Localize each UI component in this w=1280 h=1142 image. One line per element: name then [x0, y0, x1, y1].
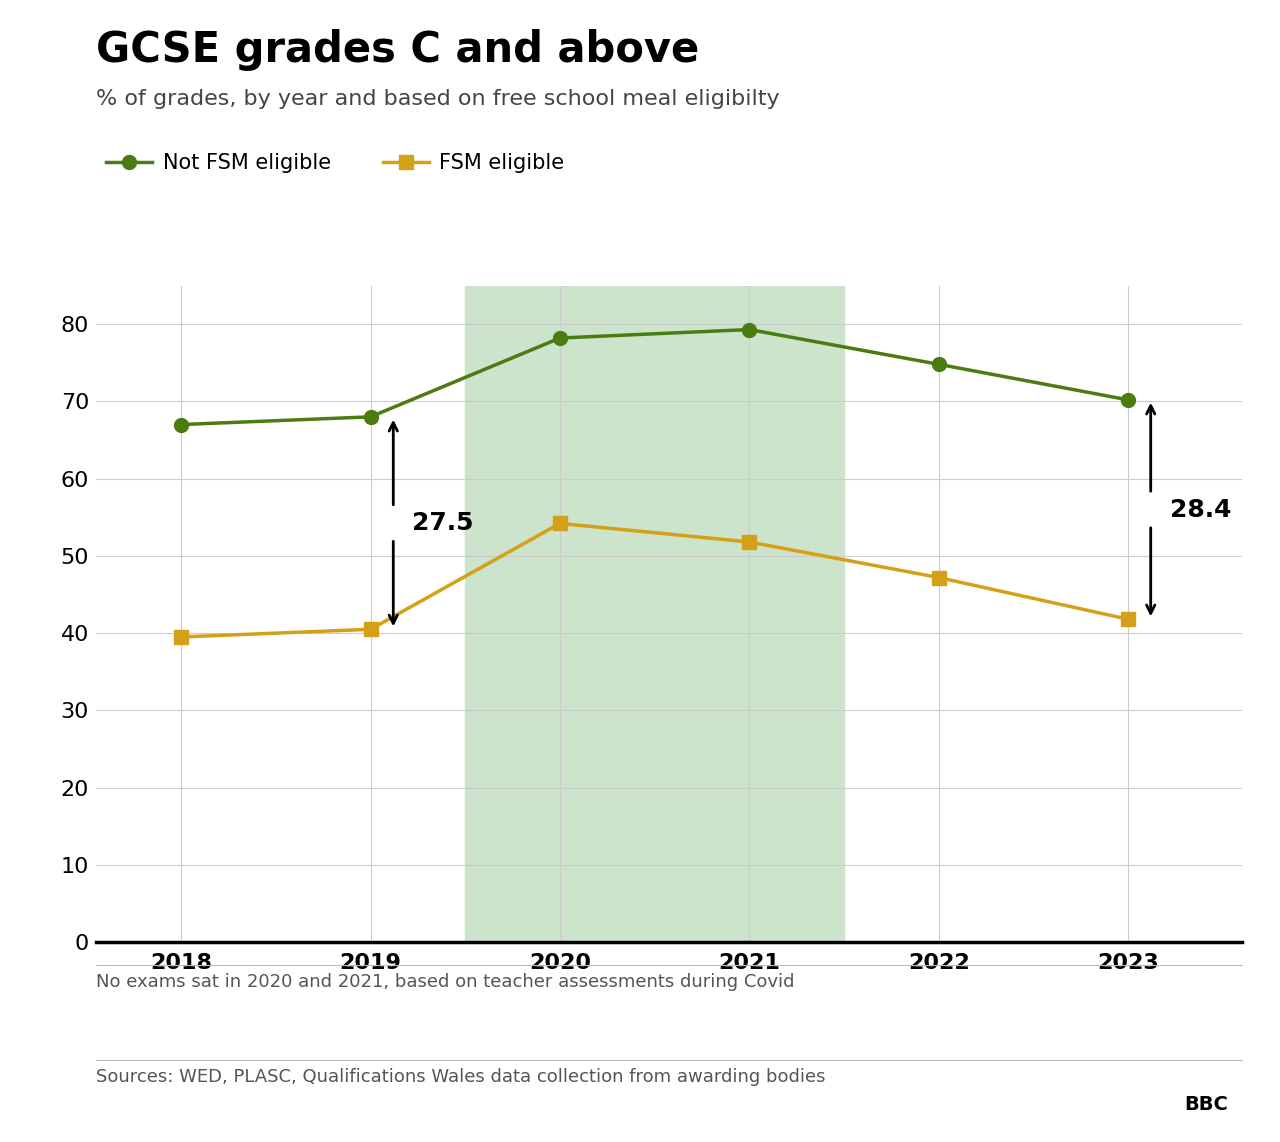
FSM eligible	[931, 571, 946, 585]
Not FSM eligible	[364, 410, 379, 424]
Not FSM eligible	[1120, 393, 1135, 407]
FSM eligible	[741, 536, 756, 549]
Text: No exams sat in 2020 and 2021, based on teacher assessments during Covid: No exams sat in 2020 and 2021, based on …	[96, 973, 795, 991]
FSM eligible	[364, 622, 379, 636]
Text: GCSE grades C and above: GCSE grades C and above	[96, 29, 699, 71]
Not FSM eligible	[174, 418, 189, 432]
FSM eligible	[552, 516, 567, 530]
Text: 28.4: 28.4	[1170, 498, 1231, 522]
Line: FSM eligible: FSM eligible	[174, 516, 1135, 644]
Text: % of grades, by year and based on free school meal eligibilty: % of grades, by year and based on free s…	[96, 89, 780, 110]
Bar	[465, 286, 844, 942]
Text: Sources: WED, PLASC, Qualifications Wales data collection from awarding bodies: Sources: WED, PLASC, Qualifications Wale…	[96, 1068, 826, 1086]
Not FSM eligible	[552, 331, 567, 345]
Text: 27.5: 27.5	[412, 512, 474, 536]
Legend: Not FSM eligible, FSM eligible: Not FSM eligible, FSM eligible	[106, 153, 564, 174]
FSM eligible	[174, 630, 189, 644]
Not FSM eligible	[931, 357, 946, 371]
Text: BBC: BBC	[1184, 1095, 1228, 1113]
Line: Not FSM eligible: Not FSM eligible	[174, 322, 1135, 432]
FSM eligible	[1120, 612, 1135, 626]
Not FSM eligible	[741, 323, 756, 337]
